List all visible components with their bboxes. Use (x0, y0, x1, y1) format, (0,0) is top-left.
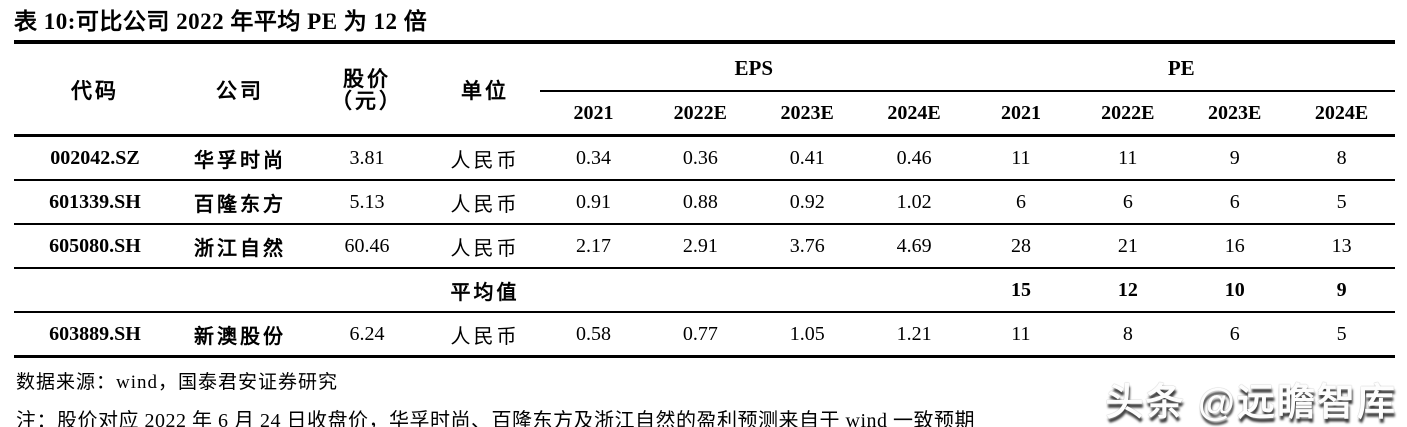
cell-unit: 人民币 (430, 224, 540, 269)
cell-company: 华孚时尚 (176, 135, 304, 181)
title-rule (14, 40, 1395, 44)
cell-eps: 4.69 (860, 224, 968, 269)
group-header-row: 代码 公司 股价 （元） 单位 EPS PE (14, 46, 1395, 137)
cell-price: 5.13 (304, 180, 430, 225)
cell-pe: 5 (1288, 312, 1395, 358)
cell-pe-average: 9 (1288, 268, 1395, 313)
cell-empty (753, 268, 861, 313)
cell-eps: 3.76 (753, 224, 861, 269)
cell-eps: 0.46 (860, 135, 968, 181)
cell-pe-average: 10 (1181, 268, 1289, 313)
price-header-line2: （元） (331, 89, 403, 113)
cell-eps: 0.88 (646, 180, 754, 225)
cell-eps: 0.41 (753, 135, 861, 181)
cell-empty (540, 268, 647, 313)
average-row: 平均值 15 12 10 9 (14, 268, 1395, 313)
col-header-unit: 单位 (430, 46, 540, 137)
cell-pe: 6 (1181, 312, 1289, 358)
cell-pe: 6 (1181, 180, 1289, 225)
cell-eps: 0.77 (646, 312, 754, 358)
eps-year-header: 2024E (860, 91, 968, 137)
cell-pe: 5 (1288, 180, 1395, 225)
table-row: 603889.SH 新澳股份 6.24 人民币 0.58 0.77 1.05 1… (14, 312, 1395, 358)
cell-pe-average: 12 (1074, 268, 1182, 313)
cell-code: 603889.SH (14, 312, 176, 358)
pe-year-header: 2023E (1181, 91, 1289, 137)
average-label: 平均值 (430, 268, 540, 313)
cell-empty (860, 268, 968, 313)
cell-pe: 6 (967, 180, 1075, 225)
cell-eps: 1.21 (860, 312, 968, 358)
cell-code: 601339.SH (14, 180, 176, 225)
cell-price: 6.24 (304, 312, 430, 358)
cell-eps: 1.02 (860, 180, 968, 225)
cell-unit: 人民币 (430, 180, 540, 225)
table-row: 002042.SZ 华孚时尚 3.81 人民币 0.34 0.36 0.41 0… (14, 135, 1395, 181)
year-header-row: 2021 2022E 2023E 2024E 2021 2022E 2023E … (14, 91, 1395, 137)
cell-pe: 8 (1074, 312, 1182, 358)
cell-code: 605080.SH (14, 224, 176, 269)
cell-pe: 8 (1288, 135, 1395, 181)
cell-eps: 0.34 (540, 135, 647, 181)
table-row: 601339.SH 百隆东方 5.13 人民币 0.91 0.88 0.92 1… (14, 180, 1395, 225)
cell-pe-average: 15 (967, 268, 1075, 313)
cell-company: 百隆东方 (176, 180, 304, 225)
cell-price: 60.46 (304, 224, 430, 269)
page-title: 表 10:可比公司 2022 年平均 PE 为 12 倍 (14, 9, 428, 34)
cell-code: 002042.SZ (14, 135, 176, 181)
cell-eps: 2.17 (540, 224, 647, 269)
cell-empty (646, 268, 754, 313)
cell-eps: 0.36 (646, 135, 754, 181)
note-text: 注：股价对应 2022 年 6 月 24 日收盘价，华孚时尚、百隆东方及浙江自然… (16, 410, 975, 427)
cell-unit: 人民币 (430, 312, 540, 358)
group-header-pe: PE (967, 46, 1395, 92)
cell-company: 浙江自然 (176, 224, 304, 269)
cell-price: 3.81 (304, 135, 430, 181)
pe-year-header: 2022E (1074, 91, 1182, 137)
source-text: 数据来源：wind，国泰君安证券研究 (16, 372, 339, 393)
pe-year-header: 2021 (967, 91, 1075, 137)
cell-eps: 1.05 (753, 312, 861, 358)
cell-pe: 13 (1288, 224, 1395, 269)
cell-eps: 0.92 (753, 180, 861, 225)
group-header-eps: EPS (540, 46, 968, 92)
cell-pe: 6 (1074, 180, 1182, 225)
cell-pe: 11 (1074, 135, 1182, 181)
cell-empty (304, 268, 430, 313)
cell-pe: 11 (967, 135, 1075, 181)
cell-eps: 0.91 (540, 180, 647, 225)
cell-pe: 9 (1181, 135, 1289, 181)
col-header-price: 股价 （元） (304, 46, 430, 137)
cell-eps: 2.91 (646, 224, 754, 269)
table-row: 605080.SH 浙江自然 60.46 人民币 2.17 2.91 3.76 … (14, 224, 1395, 269)
cell-pe: 21 (1074, 224, 1182, 269)
price-header-line1: 股价 (343, 67, 391, 91)
comparables-table: 代码 公司 股价 （元） 单位 EPS PE 2021 2022E 2023E … (14, 46, 1395, 358)
cell-pe: 16 (1181, 224, 1289, 269)
cell-pe: 11 (967, 312, 1075, 358)
eps-year-header: 2022E (646, 91, 754, 137)
col-header-company: 公司 (176, 46, 304, 137)
col-header-code: 代码 (14, 46, 176, 137)
cell-pe: 28 (967, 224, 1075, 269)
eps-year-header: 2023E (753, 91, 861, 137)
cell-company: 新澳股份 (176, 312, 304, 358)
cell-empty (176, 268, 304, 313)
cell-unit: 人民币 (430, 135, 540, 181)
pe-year-header: 2024E (1288, 91, 1395, 137)
cell-eps: 0.58 (540, 312, 647, 358)
eps-year-header: 2021 (540, 91, 647, 137)
cell-empty (14, 268, 176, 313)
watermark: 头条 @远瞻智库 (1105, 382, 1397, 424)
